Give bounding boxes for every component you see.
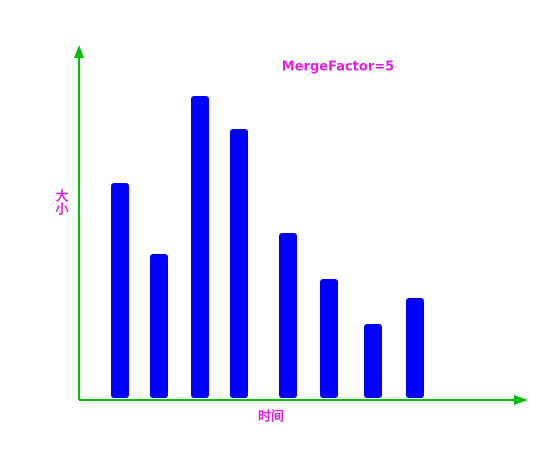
bar <box>191 96 209 398</box>
bar <box>279 233 297 398</box>
x-axis-label: 时间 <box>258 409 284 425</box>
y-axis-arrow <box>74 45 84 58</box>
annotation: MergeFactor=5 <box>282 60 394 75</box>
bar <box>150 254 168 398</box>
y-axis-label: 大小 <box>53 188 69 216</box>
bar <box>230 129 248 398</box>
bar <box>406 298 424 398</box>
x-axis-arrow <box>514 395 528 405</box>
bar <box>320 279 338 398</box>
bar <box>111 183 129 398</box>
bar <box>364 324 382 398</box>
